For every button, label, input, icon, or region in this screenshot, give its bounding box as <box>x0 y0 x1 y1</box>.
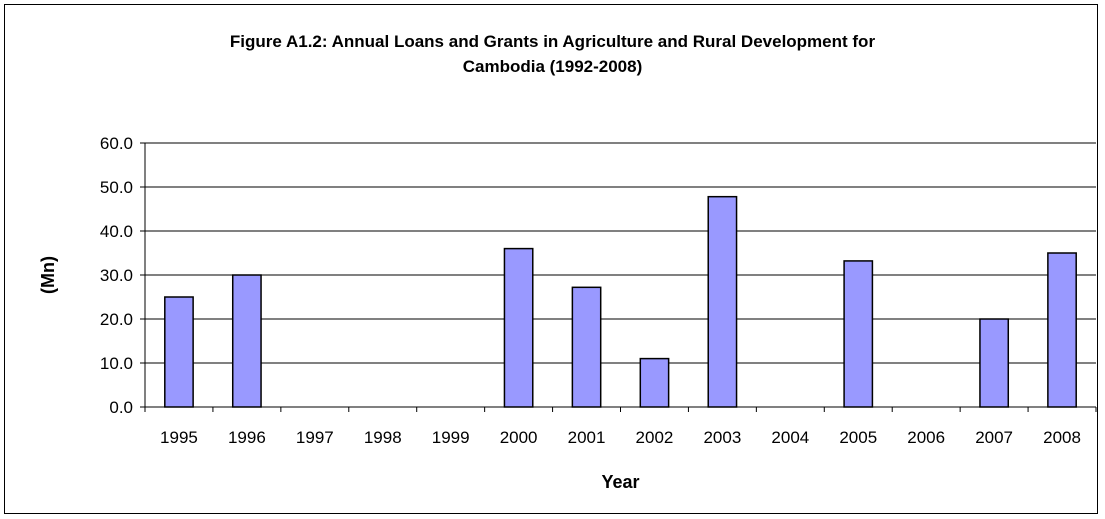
x-tick-label: 2004 <box>771 428 809 447</box>
x-tick-label: 2008 <box>1043 428 1081 447</box>
x-tick-label: 1996 <box>228 428 266 447</box>
y-tick-label: 40.0 <box>100 222 133 241</box>
x-tick-labels: 1995 1996 1997 1998 1999 2000 2001 2002 2003 2004… <box>160 428 1081 447</box>
x-tick-label: 2000 <box>500 428 538 447</box>
bar-2001 <box>571 286 602 408</box>
x-tick-label: 2003 <box>703 428 741 447</box>
axes <box>140 142 1097 412</box>
y-tick-label: 10.0 <box>100 354 133 373</box>
x-tick-label: 1997 <box>296 428 334 447</box>
y-axis-title: (Mn) <box>38 256 58 294</box>
bar-1996 <box>231 274 262 408</box>
x-tick-label: 2001 <box>568 428 606 447</box>
x-tick-label: 2006 <box>907 428 945 447</box>
x-tick-label: 1995 <box>160 428 198 447</box>
bar-2003 <box>707 195 738 408</box>
bars <box>164 195 1077 408</box>
y-tick-labels: 0.0 10.0 20.0 30.0 40.0 50.0 60.0 <box>100 134 133 417</box>
y-tick-label: 30.0 <box>100 266 133 285</box>
x-tick-label: 1999 <box>432 428 470 447</box>
x-tick-label: 1998 <box>364 428 402 447</box>
x-tick-label: 2002 <box>636 428 674 447</box>
bar-2008 <box>1047 252 1077 408</box>
chart-area <box>4 4 1098 514</box>
bar-2000 <box>503 247 534 408</box>
chart-title-line-2: Cambodia (1992-2008) <box>462 57 643 76</box>
y-tick-label: 50.0 <box>100 178 133 197</box>
bar-2007 <box>979 318 1010 408</box>
chart-title-line-1: Figure A1.2: Annual Loans and Grants in … <box>229 32 876 51</box>
x-tick-label: 2007 <box>975 428 1013 447</box>
y-tick-label: 20.0 <box>100 310 133 329</box>
x-tick-label: 2005 <box>839 428 877 447</box>
chart-title: Figure A1.2: Annual Loans and Grants in … <box>0 29 1105 79</box>
y-tick-label: 0.0 <box>109 398 133 417</box>
y-tick-label: 60.0 <box>100 134 133 153</box>
x-axis-title: Year <box>601 472 639 492</box>
bar-2002 <box>639 357 670 408</box>
gridlines <box>145 142 1096 364</box>
bar-2005 <box>843 260 874 408</box>
bar-1995 <box>164 296 194 408</box>
